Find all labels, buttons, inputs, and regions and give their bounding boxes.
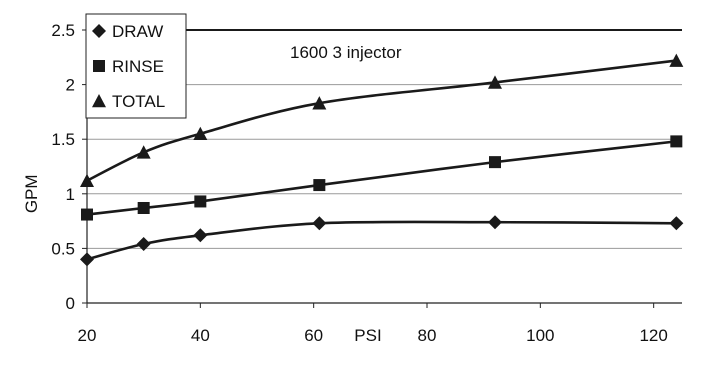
data-point-draw <box>312 216 327 231</box>
y-tick-label: 0.5 <box>51 239 75 258</box>
legend-items: DRAW RINSE TOTAL <box>92 22 165 111</box>
x-tick-label: 60 <box>304 326 323 345</box>
y-axis-label: GPM <box>22 174 41 213</box>
data-point-draw <box>136 237 151 252</box>
x-tick-label: 80 <box>418 326 437 345</box>
series-line-draw <box>86 220 677 261</box>
data-point-total <box>80 173 94 187</box>
y-tick-label: 2 <box>66 76 75 95</box>
reference-line-label: 1600 3 injector <box>290 43 402 62</box>
data-point-rinse <box>313 179 326 192</box>
legend: DRAW RINSE TOTAL <box>85 13 187 119</box>
data-point-rinse <box>194 195 207 208</box>
data-point-rinse <box>81 208 93 221</box>
x-axis-label: PSI <box>354 326 381 345</box>
data-point-rinse <box>670 135 683 148</box>
legend-label-total: TOTAL <box>112 92 165 111</box>
data-point-draw <box>80 252 94 267</box>
data-point-draw <box>193 228 208 243</box>
data-point-draw <box>669 216 684 231</box>
legend-marker-rinse <box>93 60 105 72</box>
series-rinse <box>81 135 683 221</box>
data-point-total <box>488 75 502 89</box>
series-total <box>80 53 684 187</box>
legend-item-total: TOTAL <box>92 92 165 111</box>
y-tick-label: 2.5 <box>51 21 75 40</box>
legend-item-rinse: RINSE <box>93 57 164 76</box>
series-draw <box>80 215 684 267</box>
legend-item-draw: DRAW <box>92 22 163 41</box>
x-tick-label: 20 <box>78 326 97 345</box>
data-point-rinse <box>489 156 501 169</box>
x-tick-label: 100 <box>526 326 554 345</box>
data-point-rinse <box>137 201 150 214</box>
y-tick-label: 0 <box>66 294 75 313</box>
data-point-total <box>136 145 151 159</box>
data-point-draw <box>488 215 502 230</box>
legend-marker-total <box>92 94 106 108</box>
series-line-rinse <box>86 140 677 216</box>
tick-layer: 0 0.5 1 1.5 2 2.5 20 40 60 80 100 120 <box>51 21 667 345</box>
legend-label-draw: DRAW <box>112 22 163 41</box>
y-tick-label: 1.5 <box>51 130 75 149</box>
legend-marker-draw <box>92 24 106 38</box>
legend-label-rinse: RINSE <box>112 57 164 76</box>
data-point-total <box>312 96 327 110</box>
data-point-total <box>669 53 684 67</box>
series-layer <box>80 53 684 267</box>
data-point-total <box>193 126 208 141</box>
y-tick-label: 1 <box>66 185 75 204</box>
x-tick-label: 40 <box>191 326 210 345</box>
x-tick-label: 120 <box>639 326 667 345</box>
